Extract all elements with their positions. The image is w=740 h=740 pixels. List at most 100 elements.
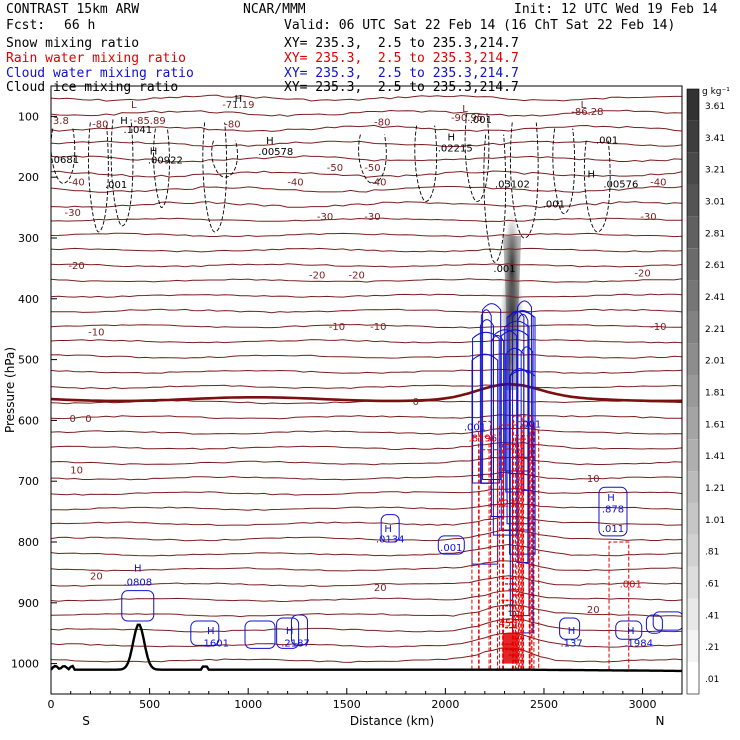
y-tick-label: 700 <box>18 475 39 488</box>
isotherm-label: -30 <box>317 212 333 223</box>
y-tick-label: 600 <box>18 414 39 427</box>
x-tick-label: 2500 <box>530 698 558 711</box>
extrema-label: H <box>207 626 215 637</box>
snow-contour <box>583 140 611 233</box>
rain-water-contour <box>471 435 490 670</box>
snow-contour <box>211 140 238 178</box>
colorbar-label: 2.41 <box>705 293 725 303</box>
cloud-ice-legend-label: Cloud ice mixing ratio <box>6 80 179 95</box>
extrema-label: .137 <box>560 638 582 649</box>
isotherm <box>51 632 682 648</box>
isotherm-label: -50 <box>327 163 343 174</box>
x-axis-label: Distance (km) <box>350 714 434 728</box>
isotherm <box>51 529 682 542</box>
extrema-label: .03102 <box>495 179 530 190</box>
colorbar-swatch <box>687 566 699 599</box>
isotherm <box>51 471 682 481</box>
extrema-label: -86.28 <box>571 107 603 118</box>
isotherm <box>51 278 682 283</box>
extrema-label: .0681 <box>50 155 79 166</box>
cloud-water-contour <box>276 617 300 649</box>
extrema-label: .001 <box>464 422 486 433</box>
extrema-label: .878 <box>602 505 624 516</box>
terrain-line <box>51 623 682 673</box>
isotherm-label: 0 <box>413 397 419 408</box>
extrema-label: .00922 <box>148 156 183 167</box>
cloud-water-contour <box>380 514 400 543</box>
extrema-label: .001 <box>470 115 492 126</box>
x-tick-label: 3000 <box>629 698 657 711</box>
extrema-label: H <box>150 146 158 157</box>
isotherm <box>51 247 682 253</box>
isotherm <box>51 94 682 102</box>
rain-water-contour <box>512 415 523 670</box>
cloud-water-contour <box>517 313 529 563</box>
extrema-label: 3.8 <box>53 116 69 127</box>
isotherm <box>51 323 682 329</box>
colorbar-swatch <box>687 89 699 121</box>
y-tick-label: 300 <box>18 232 39 245</box>
rain-water-contour <box>502 448 520 670</box>
cloud-water-contour <box>559 617 581 640</box>
cloud-water-legend-label: Cloud water mixing ratio <box>6 66 194 81</box>
extrema-label: L <box>131 100 137 111</box>
isotherm-label: 10 <box>587 474 600 485</box>
isotherm <box>51 353 682 359</box>
extrema-label: H <box>235 94 243 105</box>
isotherm <box>51 140 682 148</box>
isotherm-label: -20 <box>348 270 364 281</box>
extrema-label: .1041 <box>123 125 152 136</box>
isotherm <box>51 109 682 117</box>
isotherm-label: -20 <box>309 270 325 281</box>
extrema-label: L <box>581 100 587 111</box>
isotherm <box>51 543 682 557</box>
extrema-label: H <box>588 170 596 181</box>
isotherm <box>51 170 682 178</box>
colorbar-label: 1.41 <box>705 452 725 462</box>
rain-water-contour <box>514 434 524 670</box>
isotherm <box>51 647 682 663</box>
snow-contour <box>510 122 539 239</box>
snow-contour <box>153 128 170 209</box>
cloud-water-contour <box>512 310 534 634</box>
snow-legend-label: Snow mixing ratio <box>6 36 140 51</box>
extrema-label: .2187 <box>281 638 310 649</box>
isotherm-label: 0 <box>85 414 91 425</box>
rain-water-contour <box>608 541 630 670</box>
extrema-label: .455 <box>495 618 517 629</box>
isotherm-label: -40 <box>287 177 303 188</box>
init-time: Init: 12 UTC Wed 19 Feb 14 <box>514 2 718 17</box>
colorbar-swatch <box>687 598 699 631</box>
rain-legend-xy: XY= 235.3, 2.5 to 235.3,214.7 <box>284 51 519 66</box>
colorbar-label: 1.61 <box>705 420 725 430</box>
extrema-label: H <box>607 493 615 504</box>
y-axis-label: Pressure (hPa) <box>3 347 17 433</box>
cloud-water-contour <box>479 319 494 484</box>
isotherm-label: -10 <box>370 322 386 333</box>
colorbar-swatch <box>687 662 699 694</box>
cloud-water-contour <box>437 535 465 555</box>
colorbar-label: 3.01 <box>705 197 725 207</box>
y-tick-label: 800 <box>18 536 39 549</box>
isotherm-label: -10 <box>329 322 345 333</box>
contour-labels: -80 -80 -80 -50 -50 -40 -40 -40 -40 -30 -30 -30 -30 -… <box>50 94 666 649</box>
isotherm-label: -80 <box>224 120 240 131</box>
cloud-water-contour <box>492 329 518 536</box>
valid-time: Valid: 06 UTC Sat 22 Feb 14 (16 ChT Sat … <box>284 18 676 33</box>
rain-water-contour <box>478 449 499 670</box>
colorbar-label: 2.81 <box>705 229 725 239</box>
extrema-label: L <box>462 104 468 115</box>
isotherm-label: 20 <box>90 571 103 582</box>
isotherm <box>51 263 682 268</box>
isotherm-label: -20 <box>68 261 84 272</box>
isotherm <box>51 201 682 209</box>
extrema-label: .1601 <box>200 638 229 649</box>
extrema-label: H <box>286 626 294 637</box>
colorbar-swatch <box>687 375 699 408</box>
isotherm <box>51 560 682 572</box>
snow-legend-xy: XY= 235.3, 2.5 to 235.3,214.7 <box>284 36 519 51</box>
rain-legend-label: Rain water mixing ratio <box>6 51 187 66</box>
isotherm <box>51 232 682 238</box>
colorbar-swatch <box>687 216 699 249</box>
